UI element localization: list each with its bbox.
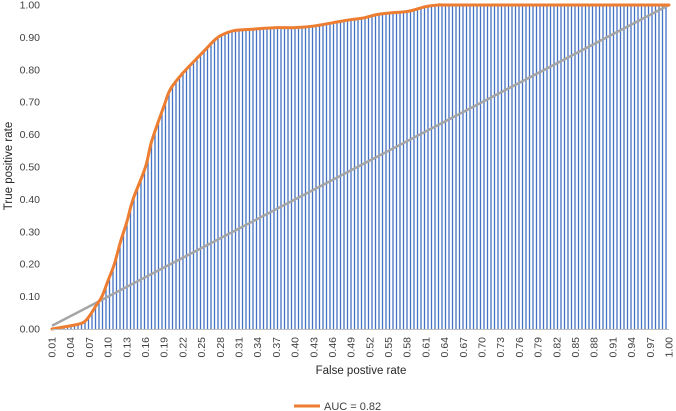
x-tick-label: 0.01 bbox=[47, 337, 59, 358]
y-tick-label: 0.00 bbox=[20, 324, 41, 336]
y-tick-label: 0.80 bbox=[20, 64, 41, 76]
x-tick-label: 0.46 bbox=[327, 337, 339, 358]
x-tick-label: 0.25 bbox=[196, 337, 208, 358]
y-tick-label: 1.00 bbox=[20, 0, 41, 12]
axis-layer: 0.00 0.10 0.20 0.30 0.40 0.50 0.60 0.70 0.80 0.90… bbox=[20, 0, 676, 357]
y-tick-label: 0.20 bbox=[20, 259, 41, 271]
x-tick-label: 0.31 bbox=[233, 337, 245, 358]
x-tick-label: 0.61 bbox=[420, 337, 432, 358]
x-tick-label: 0.19 bbox=[159, 337, 171, 358]
x-tick-label: 0.49 bbox=[346, 337, 358, 358]
x-tick-label: 0.97 bbox=[645, 337, 657, 358]
x-tick-label: 0.43 bbox=[308, 337, 320, 358]
x-tick-label: 0.04 bbox=[65, 337, 77, 358]
y-tick-label: 0.40 bbox=[20, 194, 41, 206]
x-tick-label: 0.91 bbox=[607, 337, 619, 358]
x-tick-label: 0.88 bbox=[589, 337, 601, 358]
x-tick-label: 0.73 bbox=[495, 337, 507, 358]
x-tick-label: 0.07 bbox=[84, 337, 96, 358]
x-tick-label: 0.76 bbox=[514, 337, 526, 358]
x-tick-label: 0.16 bbox=[140, 337, 152, 358]
hatch-fill bbox=[56, 5, 667, 329]
y-tick-label: 0.30 bbox=[20, 226, 41, 238]
x-tick-label: 0.34 bbox=[252, 337, 264, 358]
legend-label: AUC = 0.82 bbox=[324, 401, 381, 411]
x-tick-label: 0.37 bbox=[271, 337, 283, 358]
roc-curve-line bbox=[50, 3, 671, 331]
x-tick-label: 0.58 bbox=[402, 337, 414, 358]
x-tick-label: 0.82 bbox=[551, 337, 563, 358]
x-tick-label: 0.22 bbox=[177, 337, 189, 358]
x-tick-label: 0.55 bbox=[383, 337, 395, 358]
y-tick-label: 0.50 bbox=[20, 162, 41, 174]
x-tick-label: 0.28 bbox=[215, 337, 227, 358]
line-layer bbox=[50, 3, 671, 331]
x-tick-label: 0.52 bbox=[364, 337, 376, 358]
x-tick-label: 0.64 bbox=[439, 337, 451, 358]
x-tick-label: 0.40 bbox=[290, 337, 302, 358]
y-tick-label: 0.70 bbox=[20, 97, 41, 109]
x-tick-label: 0.10 bbox=[103, 337, 115, 358]
x-tick-label: 1.00 bbox=[664, 337, 676, 358]
y-tick-label: 0.90 bbox=[20, 32, 41, 44]
x-tick-label: 0.85 bbox=[570, 337, 582, 358]
diagonal-line bbox=[51, 3, 670, 327]
x-tick-label: 0.79 bbox=[533, 337, 545, 358]
y-tick-label: 0.60 bbox=[20, 129, 41, 141]
x-tick-label: 0.67 bbox=[458, 337, 470, 358]
x-axis-title: False postive rate bbox=[316, 365, 407, 377]
x-tick-label: 0.13 bbox=[121, 337, 133, 358]
y-tick-label: 0.10 bbox=[20, 291, 41, 303]
x-tick-label: 0.94 bbox=[626, 337, 638, 358]
y-axis-title: True positive rate bbox=[3, 122, 15, 210]
x-tick-label: 0.70 bbox=[477, 337, 489, 358]
legend: AUC = 0.82 bbox=[294, 401, 381, 411]
